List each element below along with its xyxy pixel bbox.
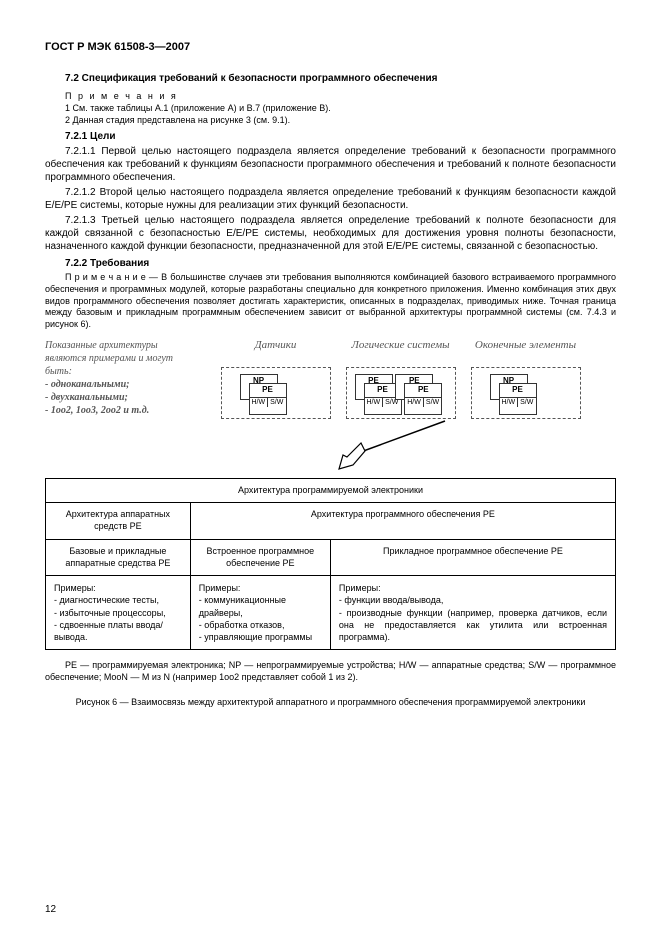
final-stack: NP PE H/WS/W: [490, 374, 532, 414]
t-r4c3: Примеры: - функции ввода/вывода, - произ…: [330, 576, 615, 650]
section-7-2-2-title: 7.2.2 Требования: [65, 257, 616, 270]
figure-caption: Рисунок 6 — Взаимосвязь между архитектур…: [45, 697, 616, 709]
side-line-intro: Показанные архитектуры являются примерам…: [45, 339, 175, 378]
document-header: ГОСТ Р МЭК 61508-3—2007: [45, 40, 616, 54]
t-r4c2: Примеры: - коммуникационные драйверы, - …: [190, 576, 330, 650]
logic-box: PE PE H/WS/W PE PE H/WS/W: [346, 367, 456, 419]
notes-block: П р и м е ч а н и я 1 См. также таблицы …: [65, 91, 616, 126]
sensors-box: NP PE H/WS/W: [221, 367, 331, 419]
sensors-stack: NP PE H/WS/W: [240, 374, 282, 414]
logic-col: Логические системы PE PE H/WS/W PE PE H: [346, 339, 456, 419]
arrow-zone: [45, 419, 616, 474]
t-r2c2: Архитектура программного обеспечения PE: [190, 503, 615, 539]
t-r4c1: Примеры: - диагностические тесты, - избы…: [46, 576, 191, 650]
para-7-2-1-1: 7.2.1.1 Первой целью настоящего подразде…: [45, 145, 616, 184]
t-r2c1: Архитектура аппаратных средств PE: [46, 503, 191, 539]
side-bullet-1: - одноканальными;: [45, 379, 130, 390]
legend: PE — программируемая электроника; NP — н…: [45, 660, 616, 683]
arrow-icon: [325, 419, 465, 474]
note-2: 2 Данная стадия представлена на рисунке …: [65, 115, 290, 125]
note-1: 1 См. также таблицы А.1 (приложение А) и…: [65, 103, 331, 113]
page-number: 12: [45, 903, 56, 916]
sensors-col: Датчики NP PE H/WS/W: [221, 339, 331, 419]
page: ГОСТ Р МЭК 61508-3—2007 7.2 Спецификация…: [0, 0, 661, 936]
final-label: Оконечные элементы: [471, 339, 581, 365]
logic-stack-1: PE PE H/WS/W: [355, 374, 397, 414]
section-7-2-1-title: 7.2.1 Цели: [65, 130, 616, 143]
note-7-2-2: П р и м е ч а н и е — В большинстве случ…: [45, 272, 616, 330]
logic-stack-2: PE PE H/WS/W: [395, 374, 437, 414]
diagram-blocks: Датчики NP PE H/WS/W Логические системы: [185, 339, 616, 419]
diagram: Показанные архитектуры являются примерам…: [45, 339, 616, 419]
logic-label: Логические системы: [346, 339, 456, 365]
architecture-table: Архитектура программируемой электроники …: [45, 478, 616, 650]
sensors-label: Датчики: [221, 339, 331, 365]
side-bullet-2: - двухканальными;: [45, 392, 128, 403]
t-r3c3: Прикладное программное обеспечение PE: [330, 539, 615, 575]
side-bullet-3: - 1oo2, 1oo3, 2oo2 и т.д.: [45, 405, 149, 416]
notes-label: П р и м е ч а н и я: [65, 91, 178, 101]
t-r3c1: Базовые и прикладные аппаратные средства…: [46, 539, 191, 575]
final-box: NP PE H/WS/W: [471, 367, 581, 419]
pe-box: PE H/WS/W: [249, 383, 287, 415]
section-7-2-title: 7.2 Спецификация требований к безопаснос…: [65, 72, 616, 85]
para-7-2-1-2: 7.2.1.2 Второй целью настоящего подразде…: [45, 186, 616, 212]
para-7-2-1-3: 7.2.1.3 Третьей целью настоящего подразд…: [45, 214, 616, 253]
final-col: Оконечные элементы NP PE H/WS/W: [471, 339, 581, 419]
diagram-side-text: Показанные архитектуры являются примерам…: [45, 339, 175, 419]
t-r1: Архитектура программируемой электроники: [46, 478, 616, 503]
t-r3c2: Встроенное программное обеспечение PE: [190, 539, 330, 575]
